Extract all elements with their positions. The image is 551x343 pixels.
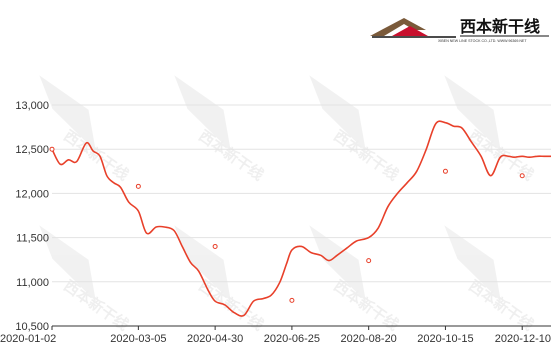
brand-swoosh-icon <box>370 18 456 38</box>
watermark-text: 西本新干线 <box>195 127 267 185</box>
y-axis: 10,500 11,000 11,500 12,000 12,500 13,000 <box>15 100 49 333</box>
watermark-text: 西本新干线 <box>60 127 132 185</box>
x-tick-label: 2020-10-15 <box>417 333 473 343</box>
x-tick-label: 2020-03-05 <box>110 333 166 343</box>
brand-logo: 西本新干线 XIBEN NEW LINE STOCK CO.,LTD. WWW.… <box>370 17 549 43</box>
brand-name: 西本新干线 <box>460 17 540 36</box>
watermark: 西本新干线 <box>309 225 402 334</box>
data-point <box>366 258 372 264</box>
series-layer <box>49 120 551 317</box>
watermark: 西本新干线 <box>174 225 267 334</box>
watermark: 西本新干线 <box>309 75 402 185</box>
y-tick-label: 10,500 <box>15 321 49 333</box>
x-tick-label: 2020-08-20 <box>341 333 397 343</box>
watermark-swoosh-icon <box>309 75 366 152</box>
watermark-swoosh-icon <box>39 225 96 302</box>
y-tick-label: 12,000 <box>15 188 49 200</box>
watermark-swoosh-icon <box>39 75 96 152</box>
watermark: 西本新干线 <box>39 75 132 185</box>
x-tick-label: 2020-06-25 <box>264 333 320 343</box>
brand-subtitle: XIBEN NEW LINE STOCK CO.,LTD. WWW.96369.… <box>438 39 527 43</box>
watermark-text: 西本新干线 <box>465 127 537 185</box>
watermark-swoosh-icon <box>174 225 231 302</box>
data-point <box>49 146 55 152</box>
data-point <box>519 173 525 179</box>
y-tick-label: 11,000 <box>16 277 49 289</box>
series-line <box>51 120 551 317</box>
data-point <box>442 168 448 174</box>
x-tick-label: 2020-01-02 <box>0 333 56 343</box>
watermark-swoosh-icon <box>444 225 501 302</box>
y-tick-label: 11,500 <box>16 233 49 245</box>
watermark: 西本新干线 <box>174 75 267 185</box>
x-axis: 2020-01-02 2020-03-05 2020-04-30 2020-06-25… <box>0 325 551 343</box>
data-point <box>212 243 218 249</box>
x-tick-label: 2020-04-30 <box>187 333 243 343</box>
watermark-swoosh-icon <box>174 75 231 152</box>
x-tick-label: 2020-12-10 <box>495 333 551 343</box>
watermark: 西本新干线 <box>444 225 537 334</box>
watermark-text: 西本新干线 <box>330 127 402 185</box>
watermark-swoosh-icon <box>309 225 366 302</box>
y-tick-label: 12,500 <box>15 144 49 156</box>
y-tick-label: 13,000 <box>15 100 49 112</box>
data-point <box>135 183 141 189</box>
data-point <box>289 297 295 303</box>
watermark-swoosh-icon <box>444 75 501 152</box>
